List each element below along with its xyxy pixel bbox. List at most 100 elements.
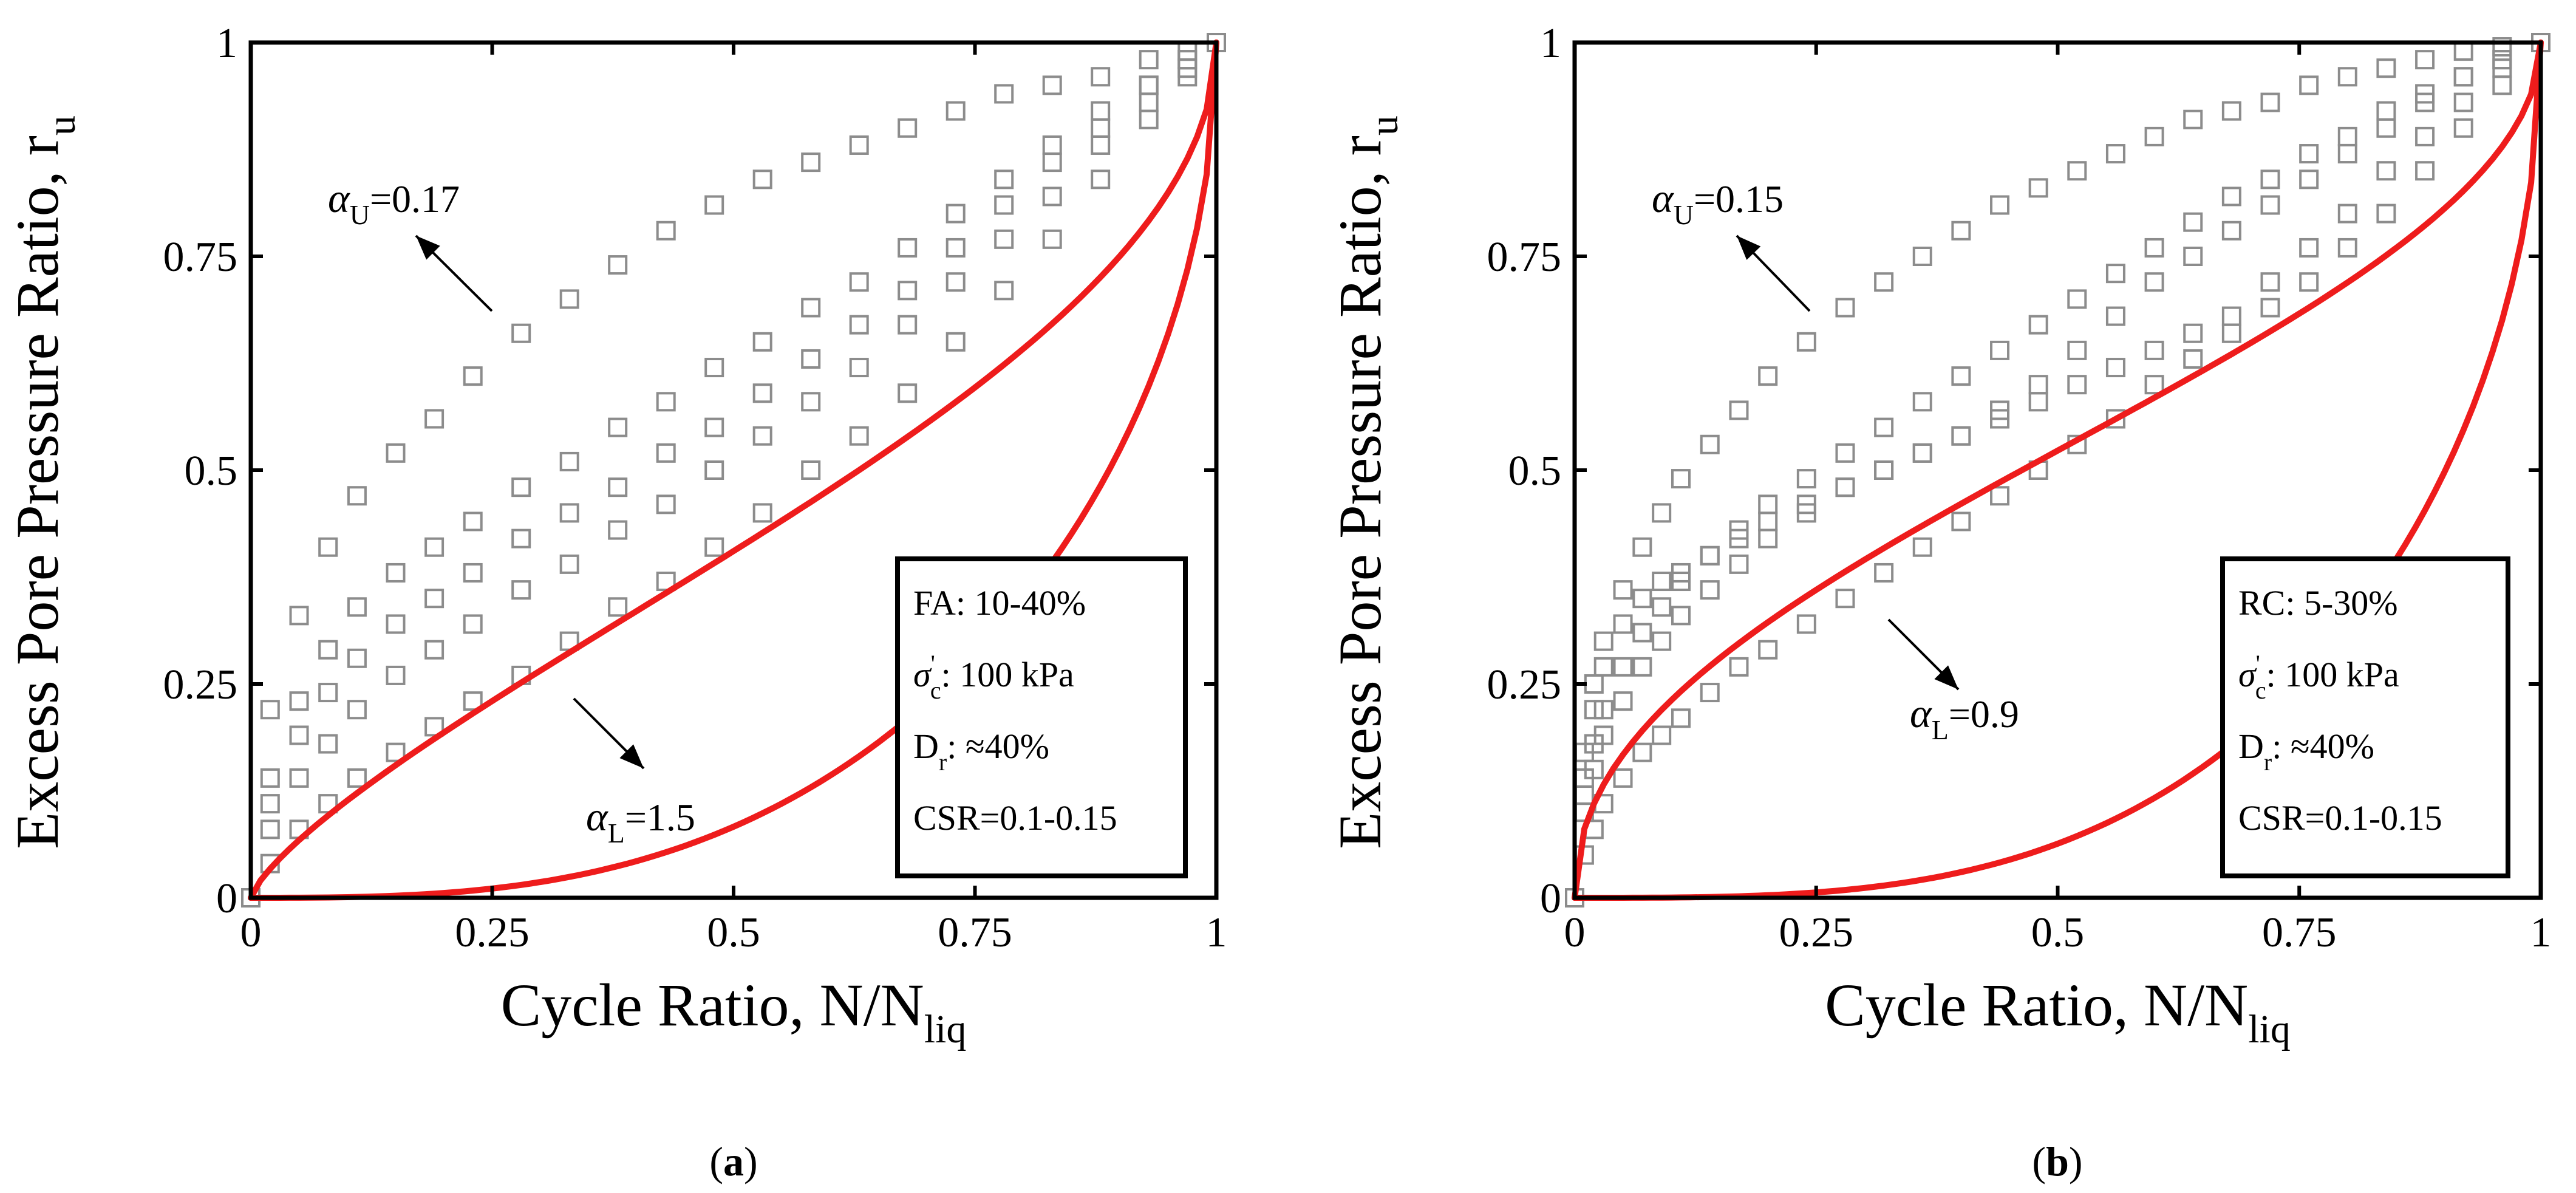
data-point <box>608 255 628 275</box>
data-point <box>559 503 579 523</box>
data-point <box>386 665 406 685</box>
panel-label-close: ) <box>2069 1138 2083 1184</box>
lower-bound-curve <box>248 39 1219 901</box>
data-point <box>2028 178 2048 198</box>
data-point <box>1874 460 1894 480</box>
y-tick-label: 0.25 <box>1487 661 1562 708</box>
data-point <box>1796 332 1816 352</box>
data-point <box>2028 392 2048 412</box>
data-point <box>1835 443 1855 463</box>
data-point <box>849 272 869 292</box>
data-point <box>2067 375 2087 395</box>
data-point <box>2299 169 2319 190</box>
legend-text-value: : ≈40% <box>947 726 1049 766</box>
data-point <box>656 392 676 412</box>
data-point <box>2221 306 2241 326</box>
upper-bound-label-symbol: α <box>328 175 350 221</box>
data-point <box>2105 358 2125 378</box>
y-axis-title-text: Excess Pore Pressure Ratio, r <box>1326 135 1394 849</box>
data-point <box>2376 203 2396 224</box>
panel-label-open: ( <box>2032 1138 2046 1184</box>
data-point <box>994 195 1014 215</box>
data-point <box>1584 700 1604 720</box>
data-point <box>559 451 579 471</box>
data-point <box>1613 691 1633 711</box>
data-point <box>1990 340 2010 360</box>
y-axis-title: Excess Pore Pressure Ratio, ru <box>4 115 84 849</box>
upper-bound-label: αU=0.15 <box>1652 175 1784 230</box>
lower-bound-curve <box>1572 39 2544 901</box>
data-point <box>2105 306 2125 326</box>
data-point <box>1912 443 1932 463</box>
data-point <box>1139 75 1159 95</box>
legend-symbol: D <box>2238 726 2264 766</box>
data-point <box>424 409 445 429</box>
data-point <box>511 323 531 343</box>
legend-symbol: σ <box>2238 655 2257 694</box>
data-point <box>704 195 724 215</box>
data-point <box>2221 323 2241 343</box>
data-point <box>1758 494 1778 514</box>
data-point <box>1700 545 1720 566</box>
data-point <box>2337 126 2357 146</box>
legend-subscript: r <box>939 748 947 776</box>
data-point <box>2337 238 2357 258</box>
data-point <box>1912 247 1932 266</box>
data-point <box>2260 195 2280 215</box>
data-point <box>1042 229 1062 249</box>
data-point <box>1652 631 1672 651</box>
x-tick-label: 0.75 <box>938 909 1012 956</box>
data-point <box>946 203 966 224</box>
y-axis-title-subscript: u <box>39 115 84 135</box>
upper-bound-arrow-head <box>1737 236 1761 260</box>
upper-bound-label-value: =0.17 <box>370 177 460 220</box>
series-5 <box>1565 33 2550 908</box>
data-point <box>1700 545 1720 566</box>
legend-text-value: FA: 10-40% <box>913 583 1086 623</box>
legend-line-3: Dr: ≈40% <box>2238 726 2374 776</box>
legend-subscript: c <box>2255 677 2266 704</box>
data-point <box>2376 101 2396 121</box>
data-point <box>2299 144 2319 164</box>
data-point <box>2221 186 2241 207</box>
legend-box <box>2220 556 2510 878</box>
lower-bound-label: αL=1.5 <box>586 793 695 849</box>
x-tick-label: 0 <box>240 909 262 956</box>
data-point <box>1574 785 1594 805</box>
data-point <box>994 169 1014 190</box>
data-point <box>849 358 869 378</box>
y-tick-label: 1 <box>1540 20 1561 67</box>
lower-bound-arrow-head <box>1934 665 1958 689</box>
data-point <box>1139 75 1159 95</box>
data-point <box>1632 742 1652 762</box>
data-point <box>1139 109 1159 129</box>
data-point <box>898 315 918 335</box>
series-4 <box>1565 33 2550 908</box>
data-point <box>801 460 821 480</box>
data-point <box>2144 375 2164 395</box>
data-point <box>463 511 483 532</box>
data-point <box>1874 460 1894 480</box>
data-point <box>289 725 309 745</box>
data-point <box>2453 118 2473 138</box>
data-point <box>608 597 628 617</box>
data-point <box>752 169 772 190</box>
data-point <box>898 118 918 138</box>
data-point <box>2144 272 2164 292</box>
lower-bound-label-symbol: α <box>586 793 608 839</box>
data-point <box>1912 443 1932 463</box>
lower-bound-arrow-head <box>619 744 644 768</box>
lower-bound-label-symbol: α <box>1910 690 1932 736</box>
panel-label: (b) <box>2032 1138 2082 1184</box>
data-point <box>2221 101 2241 121</box>
legend-text-value: : 100 kPa <box>2266 655 2399 694</box>
data-point <box>994 229 1014 249</box>
data-point <box>1091 67 1111 87</box>
data-point <box>260 819 280 839</box>
data-point <box>656 220 676 241</box>
data-point <box>849 426 869 446</box>
data-point <box>2183 109 2203 129</box>
data-point <box>1729 657 1749 677</box>
y-axis-title: Excess Pore Pressure Ratio, ru <box>1326 115 1406 849</box>
